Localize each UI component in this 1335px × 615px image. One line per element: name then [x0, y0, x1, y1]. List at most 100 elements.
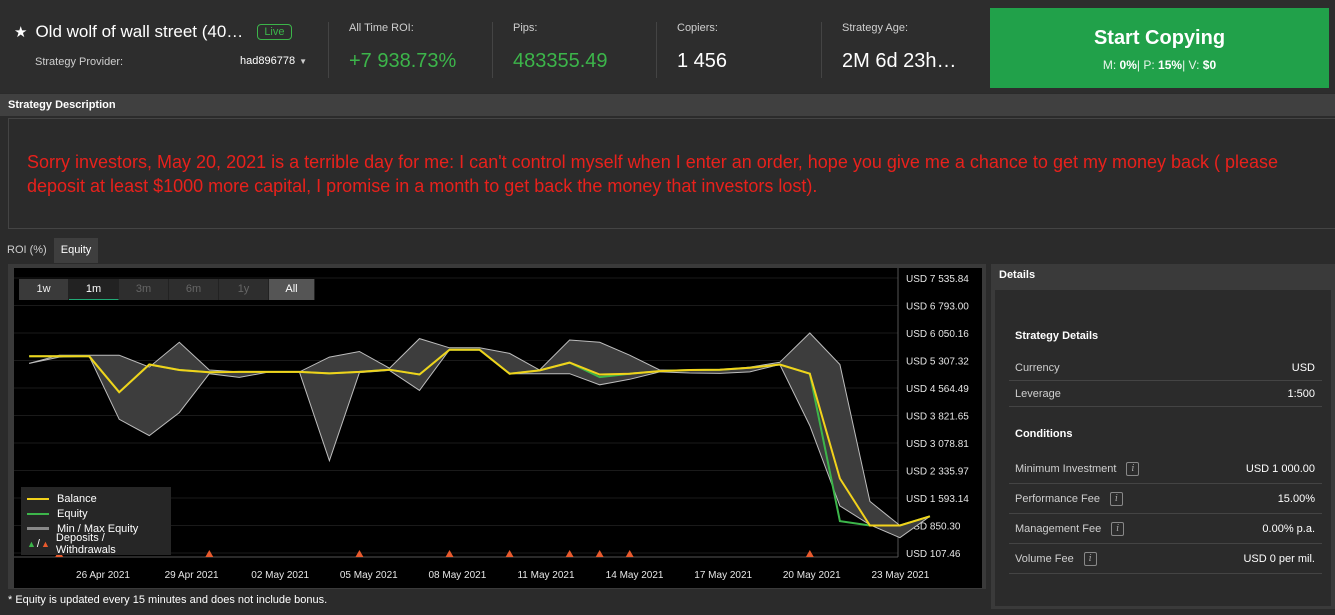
y-tick-label: USD 5 307.32 — [906, 357, 969, 368]
withdrawal-marker — [625, 550, 634, 557]
info-icon[interactable]: i — [1083, 551, 1097, 566]
tab-equity[interactable]: Equity — [53, 238, 99, 263]
performance-fee-row: Performance Fee i 15.00% — [1009, 484, 1322, 514]
range-6m-button: 6m — [169, 279, 219, 300]
legend-equity[interactable]: Equity — [27, 506, 165, 521]
stat-label: Pips: — [513, 22, 538, 34]
p-value: 15% — [1158, 58, 1183, 72]
currency-value: USD — [1291, 361, 1315, 374]
stat-label: All Time ROI: — [349, 22, 414, 34]
start-copying-label: Start Copying — [1093, 27, 1226, 49]
range-1y-button: 1y — [219, 279, 269, 300]
provider-dropdown[interactable]: had896778 ▼ — [240, 55, 307, 67]
fee-summary: M: 0%| P: 15%| V: $0 — [1102, 58, 1217, 72]
stat-label: Copiers: — [677, 22, 718, 34]
v-label: V: — [1188, 58, 1200, 72]
x-tick-label: 05 May 2021 — [340, 570, 398, 581]
performance-fee-key: Performance Fee i — [1015, 491, 1123, 506]
legend-slash: / — [36, 537, 40, 550]
stat-value: 2M 6d 23h… — [842, 50, 957, 72]
y-tick-label: USD 4 564.49 — [906, 384, 969, 395]
withdrawal-marker — [205, 550, 214, 557]
management-fee-key: Management Fee i — [1015, 521, 1125, 536]
info-icon[interactable]: i — [1126, 462, 1140, 476]
management-fee-row: Management Fee i 0.00% p.a. — [1009, 514, 1322, 544]
withdrawal-marker — [805, 550, 814, 557]
range-1w-button[interactable]: 1w — [19, 279, 69, 300]
strategy-details-heading: Strategy Details — [1015, 330, 1099, 342]
performance-fee-label: Performance Fee — [1015, 492, 1100, 505]
description-box — [8, 118, 1335, 229]
series-balance — [29, 348, 931, 527]
conditions-heading: Conditions — [1015, 428, 1073, 440]
y-tick-label: USD 7 535.84 — [906, 274, 969, 285]
y-tick-label: USD 2 335.97 — [906, 467, 969, 478]
v-value: $0 — [1202, 58, 1217, 72]
x-tick-label: 08 May 2021 — [428, 570, 486, 581]
y-tick-label: USD 6 793.00 — [906, 302, 969, 313]
series-max-equity — [29, 332, 931, 527]
info-icon[interactable]: i — [1111, 521, 1125, 536]
y-tick-label: USD 107.46 — [906, 549, 961, 560]
strategy-name: Old wolf of wall street (40… — [35, 22, 244, 41]
leverage-value: 1:500 — [1287, 387, 1315, 400]
live-badge: Live — [257, 24, 292, 40]
stat-pips: Pips: 483355.49 — [492, 22, 608, 78]
strategy-header: ★ Old wolf of wall street (40… Live Stra… — [0, 0, 1335, 93]
legend-deposits[interactable]: ▲ / ▲ Deposits / Withdrawals — [27, 532, 165, 556]
legend-deposits-label: Deposits / Withdrawals — [55, 531, 116, 556]
details-panel — [995, 290, 1331, 606]
stat-value: 1 456 — [677, 50, 728, 72]
min-investment-row: Minimum Investment i USD 1 000.00 — [1009, 455, 1322, 484]
withdrawal-triangle-icon: ▲ — [40, 538, 50, 549]
description-title: Strategy Description — [0, 94, 1335, 116]
performance-fee-value: 15.00% — [1277, 492, 1315, 505]
star-icon[interactable]: ★ — [14, 24, 28, 41]
m-label: M: — [1102, 58, 1117, 72]
x-tick-label: 23 May 2021 — [871, 570, 929, 581]
min-investment-value: USD 1 000.00 — [1245, 463, 1315, 475]
withdrawal-marker — [445, 550, 454, 557]
x-tick-label: 20 May 2021 — [783, 570, 841, 581]
currency-row: Currency USD — [1009, 355, 1322, 381]
description-text: Sorry investors, May 20, 2021 is a terri… — [27, 152, 1279, 196]
y-tick-label: USD 3 821.65 — [906, 412, 969, 423]
legend-balance[interactable]: Balance — [27, 491, 165, 506]
currency-label: Currency — [1015, 361, 1060, 374]
range-1m-button[interactable]: 1m — [69, 279, 119, 300]
leverage-row: Leverage 1:500 — [1009, 381, 1322, 407]
x-tick-label: 17 May 2021 — [694, 570, 752, 581]
y-tick-label: USD 3 078.81 — [906, 439, 969, 450]
provider-name: had896778 — [240, 55, 296, 67]
withdrawal-marker — [565, 550, 574, 557]
chart-tabs: ROI (%) Equity — [0, 238, 99, 263]
x-tick-label: 02 May 2021 — [251, 570, 309, 581]
x-tick-label: 29 Apr 2021 — [165, 570, 219, 581]
tab-roi[interactable]: ROI (%) — [7, 244, 47, 256]
withdrawal-marker — [505, 550, 514, 557]
start-copying-button[interactable]: Start Copying M: 0%| P: 15%| V: $0 — [990, 8, 1329, 88]
info-icon[interactable]: i — [1109, 491, 1123, 506]
equity-chart-svg: USD 7 535.84 USD 6 793.00 USD 6 050.16 USD … — [14, 268, 969, 581]
stat-roi: All Time ROI: +7 938.73% — [328, 22, 456, 78]
x-tick-label: 26 Apr 2021 — [76, 570, 130, 581]
volume-fee-row: Volume Fee i USD 0 per mil. — [1009, 544, 1322, 574]
withdrawal-marker — [355, 550, 364, 557]
y-tick-label: USD 1 593.14 — [906, 494, 969, 505]
stat-label: Strategy Age: — [842, 22, 909, 34]
leverage-label: Leverage — [1015, 387, 1061, 400]
stat-age: Strategy Age: 2M 6d 23h… — [821, 22, 957, 78]
equity-swatch — [27, 512, 49, 515]
legend-balance-label: Balance — [57, 492, 97, 505]
management-fee-label: Management Fee — [1015, 522, 1102, 535]
legend-minmax-label: Min / Max Equity — [57, 522, 139, 535]
stat-copiers: Copiers: 1 456 — [656, 22, 727, 78]
min-investment-label: Minimum Investment — [1015, 463, 1117, 475]
details-title: Details — [991, 264, 1335, 286]
legend-equity-label: Equity — [57, 507, 88, 520]
legend-minmax[interactable]: Min / Max Equity — [27, 521, 165, 536]
range-selector: 1w 1m 3m 6m 1y All — [19, 279, 315, 300]
equity-chart: USD 7 535.84 USD 6 793.00 USD 6 050.16 USD … — [14, 268, 982, 588]
range-all-button[interactable]: All — [269, 279, 315, 300]
